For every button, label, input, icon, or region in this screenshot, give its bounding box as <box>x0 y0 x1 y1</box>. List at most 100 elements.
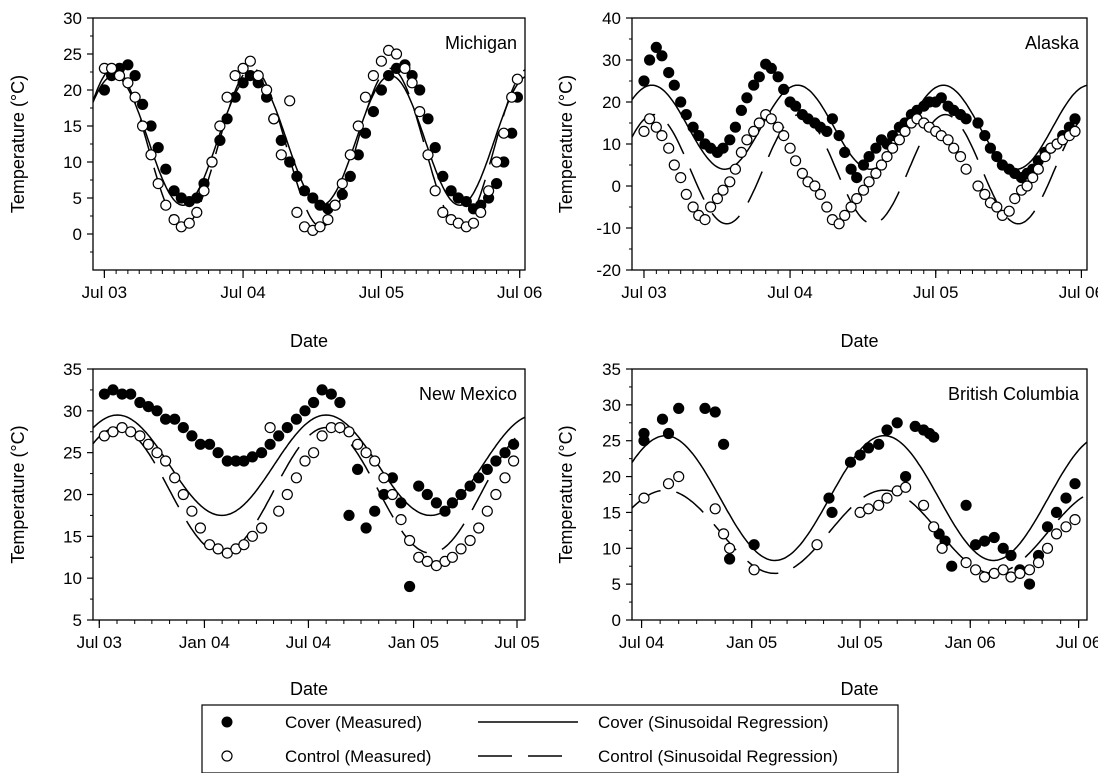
x-tick-label: Jan 04 <box>179 633 230 652</box>
cover-measured-point <box>823 492 835 504</box>
control-measured-point <box>809 180 821 192</box>
control-measured-point <box>748 564 760 576</box>
x-tick-label: Jul 03 <box>77 633 122 652</box>
cover-measured-point <box>638 435 650 447</box>
control-measured-point <box>704 201 717 213</box>
control-measured-point <box>375 55 387 67</box>
control-measured-point <box>322 214 334 226</box>
x-tick-label: Jul 05 <box>494 633 539 652</box>
control-measured-point <box>421 555 433 568</box>
control-measured-point <box>1069 513 1081 526</box>
control-measured-point <box>748 125 760 137</box>
y-axis-title: Temperature (°C) <box>556 75 576 213</box>
control-measured-point <box>491 156 503 168</box>
control-measured-point <box>160 455 172 467</box>
control-measured-point <box>268 113 280 125</box>
cover-measured-point <box>395 497 407 509</box>
legend-box <box>201 704 899 773</box>
cover-measured-point <box>1069 478 1081 490</box>
cover-measured-point <box>978 535 991 547</box>
y-tick-label: 5 <box>73 611 82 630</box>
cover-measured-point <box>729 121 742 133</box>
cover-measured-point <box>204 438 216 450</box>
cover-measured-point <box>284 156 296 168</box>
control-measured-point <box>206 156 218 168</box>
control-measured-point <box>1069 125 1081 137</box>
cover-measured-point <box>307 192 319 204</box>
cover-measured-point <box>741 92 753 104</box>
cover-measured-point <box>308 396 320 409</box>
control-measured-point <box>125 426 137 438</box>
control-measured-point <box>238 539 250 551</box>
control-measured-point <box>291 206 303 218</box>
control-measured-point <box>870 167 882 179</box>
control-measured-point <box>256 522 268 534</box>
control-measured-point <box>638 125 650 137</box>
control-measured-point <box>789 155 802 167</box>
cover-measured-point <box>336 188 348 200</box>
cover-measured-point <box>1023 578 1036 590</box>
control-measured-point <box>650 121 662 133</box>
control-measured-point <box>643 113 656 125</box>
y-tick-label: 25 <box>602 432 621 451</box>
y-tick-label: 20 <box>602 93 621 112</box>
chart-panel-0: Jul 03 Jul 04 Jul 05 Jul 06 0 5 10 15 20 25 30 Date… <box>8 9 542 351</box>
cover-measured-point <box>863 151 875 163</box>
control-measured-point <box>446 551 458 563</box>
cover-measured-point <box>168 185 180 197</box>
cover-measured-point <box>437 170 449 182</box>
cover-measured-point <box>343 509 355 522</box>
control-measured-point <box>881 151 893 163</box>
control-measured-point <box>390 48 403 60</box>
panel-title: Michigan <box>445 33 517 53</box>
control-measured-point <box>969 564 982 576</box>
control-measured-point <box>343 426 355 438</box>
control-measured-point <box>473 522 485 534</box>
y-tick-label: 25 <box>63 444 82 463</box>
control-measured-point <box>352 438 364 450</box>
y-tick-label: 30 <box>63 9 82 28</box>
cover-measured-point <box>429 142 441 154</box>
chart-panel-1: Jul 03 Jul 04 Jul 05 Jul 06 -20 -10 0 10 20 30 40 D… <box>556 9 1098 351</box>
cover-regression-line <box>93 414 525 517</box>
control-measured-point <box>1041 542 1054 554</box>
cover-measured-point <box>656 50 668 62</box>
cover-measured-point <box>455 488 467 501</box>
legend-label-control-measured: Control (Measured) <box>285 747 431 766</box>
x-tick-label: Jul 05 <box>837 633 882 652</box>
x-tick-label: Jul 06 <box>1056 633 1098 652</box>
cover-measured-point <box>334 396 346 409</box>
control-measured-point <box>404 534 416 547</box>
control-measured-point <box>437 206 449 218</box>
control-measured-point <box>183 217 195 229</box>
y-tick-label: 5 <box>612 575 621 594</box>
control-measured-point <box>316 430 328 442</box>
control-measured-point <box>857 184 870 196</box>
y-tick-label: 20 <box>63 486 82 505</box>
cover-measured-point <box>650 41 662 54</box>
panel-title: New Mexico <box>419 384 517 404</box>
y-tick-label: 35 <box>602 360 621 379</box>
cover-measured-point <box>870 142 882 154</box>
control-measured-point <box>893 134 906 146</box>
cover-measured-point <box>186 430 198 442</box>
control-measured-point <box>811 539 823 551</box>
control-measured-point <box>336 178 348 190</box>
cover-measured-point <box>273 430 285 442</box>
control-measured-point <box>851 193 863 205</box>
cover-measured-point <box>367 105 379 118</box>
y-tick-label: 10 <box>63 569 82 588</box>
control-measured-point <box>821 201 833 213</box>
control-measured-point <box>490 488 502 501</box>
cover-measured-point <box>290 413 302 425</box>
cover-measured-point <box>414 84 426 96</box>
control-measured-point <box>506 91 518 103</box>
control-measured-point <box>360 447 372 459</box>
cover-measured-point <box>699 402 711 414</box>
control-measured-point <box>997 564 1009 576</box>
cover-measured-point <box>960 113 972 125</box>
cover-measured-point <box>662 427 675 440</box>
control-measured-point <box>414 105 426 118</box>
cover-measured-point <box>851 172 863 184</box>
control-measured-point <box>455 543 467 555</box>
